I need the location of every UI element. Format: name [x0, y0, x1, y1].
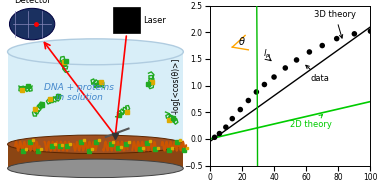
Polygon shape	[8, 144, 183, 168]
Point	[237, 108, 243, 111]
Point	[212, 136, 218, 139]
Ellipse shape	[8, 159, 183, 178]
Point	[319, 44, 325, 47]
Text: Detector: Detector	[14, 0, 51, 5]
Ellipse shape	[8, 135, 183, 154]
Point	[223, 126, 229, 129]
Polygon shape	[8, 52, 183, 163]
Point	[245, 99, 251, 102]
Ellipse shape	[8, 39, 183, 65]
Point	[216, 132, 222, 135]
Y-axis label: -log[<cos(θ)>]: -log[<cos(θ)>]	[172, 57, 181, 114]
Text: 2D theory: 2D theory	[290, 115, 332, 129]
Text: $l_p$: $l_p$	[263, 48, 271, 61]
Text: DNA + proteins
in solution: DNA + proteins in solution	[44, 83, 115, 102]
Point	[262, 83, 268, 86]
Point	[229, 117, 235, 120]
Point	[352, 32, 358, 35]
Ellipse shape	[9, 8, 55, 40]
Text: data: data	[306, 65, 330, 83]
Point	[334, 37, 340, 40]
Text: $\theta$: $\theta$	[238, 35, 246, 47]
Point	[282, 66, 288, 69]
Point	[253, 90, 259, 93]
Text: Laser: Laser	[143, 16, 166, 25]
Point	[293, 58, 299, 61]
Point	[367, 30, 373, 33]
Bar	[113, 7, 140, 33]
Point	[271, 75, 277, 78]
Point	[306, 51, 312, 53]
Text: 3D theory: 3D theory	[314, 10, 356, 38]
